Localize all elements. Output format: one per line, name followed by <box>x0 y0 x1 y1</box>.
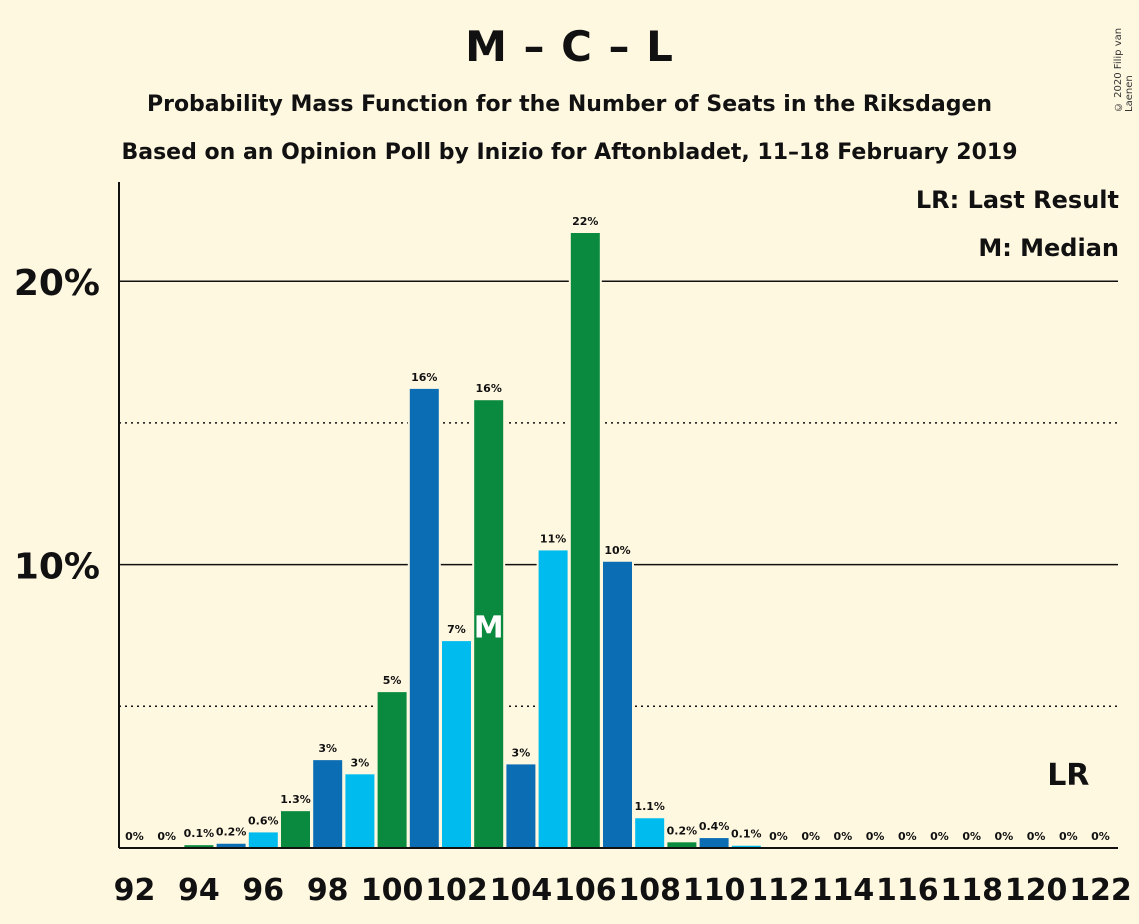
bar-value-label: 0% <box>769 830 788 843</box>
bar-value-label: 0% <box>866 830 885 843</box>
bar-seats-102 <box>442 641 471 848</box>
x-tick-label: 108 <box>618 873 681 908</box>
bar-seats-99 <box>345 774 375 848</box>
bar-seats-108 <box>635 818 665 848</box>
y-tick-label: 20% <box>14 263 100 304</box>
bar-value-label: 22% <box>572 215 598 228</box>
bar-value-label: 0% <box>834 830 853 843</box>
x-tick-label: 106 <box>554 873 617 908</box>
bar-value-label: 3% <box>512 746 531 759</box>
median-marker: M <box>474 611 504 646</box>
bar-seats-103 <box>474 400 504 848</box>
bar-value-label: 7% <box>447 623 466 636</box>
x-tick-label: 104 <box>490 873 553 908</box>
bar-seats-96 <box>248 832 278 848</box>
bar-seats-94 <box>184 845 214 848</box>
bar-value-label: 10% <box>604 544 630 557</box>
bar-value-label: 16% <box>411 371 437 384</box>
x-tick-label: 96 <box>242 873 284 908</box>
x-tick-label: 118 <box>940 873 1003 908</box>
bar-halo <box>182 815 216 848</box>
bar-value-label: 0% <box>1059 830 1078 843</box>
bar-seats-105 <box>538 550 568 848</box>
bar-seats-106 <box>570 233 600 849</box>
x-tick-label: 112 <box>747 873 810 908</box>
x-tick-label: 102 <box>425 873 488 908</box>
y-tick-label: 10% <box>14 547 100 588</box>
x-tick-label: 120 <box>1005 873 1068 908</box>
x-tick-label: 94 <box>178 873 220 908</box>
bar-seats-100 <box>377 692 407 848</box>
bar-value-label: 0.1% <box>184 827 215 840</box>
bar-value-label: 16% <box>476 382 502 395</box>
bar-value-label: 0.2% <box>216 826 247 839</box>
bar-seats-101 <box>409 388 439 848</box>
x-tick-label: 122 <box>1069 873 1132 908</box>
bar-seats-97 <box>281 811 310 848</box>
last-result-marker: LR <box>1047 758 1089 793</box>
bar-seats-111 <box>731 845 761 848</box>
x-tick-label: 110 <box>683 873 746 908</box>
x-tick-label: 98 <box>307 873 349 908</box>
bar-seats-95 <box>216 843 246 848</box>
bar-seats-104 <box>506 764 536 848</box>
chart-subtitle: Probability Mass Function for the Number… <box>146 92 993 117</box>
bar-halo <box>214 813 248 848</box>
bar-value-label: 0% <box>1091 830 1110 843</box>
legend-median: M: Median <box>978 234 1119 262</box>
bar-value-label: 0.1% <box>731 828 762 841</box>
bar-value-label: 0.6% <box>248 814 279 827</box>
bar-halo <box>665 812 699 848</box>
bar-value-label: 0% <box>157 830 176 843</box>
bar-value-label: 3% <box>351 756 370 769</box>
bar-value-label: 0% <box>898 830 917 843</box>
bar-value-label: 0% <box>995 830 1014 843</box>
bar-value-label: 11% <box>540 532 566 545</box>
bar-seats-109 <box>667 842 697 848</box>
x-tick-label: 92 <box>114 873 156 908</box>
bar-halo <box>729 815 763 848</box>
bar-value-label: 0% <box>1027 830 1046 843</box>
bar-value-label: 0% <box>125 830 144 843</box>
legend-last-result: LR: Last Result <box>915 186 1119 214</box>
bar-seats-107 <box>603 561 632 848</box>
bar-value-label: 0.2% <box>667 824 698 837</box>
x-tick-label: 116 <box>876 873 939 908</box>
bar-value-label: 0.4% <box>699 820 730 833</box>
x-tick-label: 114 <box>812 873 875 908</box>
bar-value-label: 0% <box>801 830 820 843</box>
bar-value-label: 0% <box>962 830 981 843</box>
bar-value-label: 3% <box>318 742 337 755</box>
bar-seats-98 <box>313 760 343 848</box>
bar-value-label: 5% <box>383 674 402 687</box>
chart-subtitle-poll: Based on an Opinion Poll by Inizio for A… <box>121 140 1018 165</box>
bar-seats-110 <box>699 838 729 848</box>
bar-value-label: 1.3% <box>280 793 311 806</box>
bar-value-label: 0% <box>930 830 949 843</box>
chart-title: M – C – L <box>465 22 674 71</box>
x-tick-label: 100 <box>361 873 424 908</box>
bar-value-label: 1.1% <box>634 800 665 813</box>
